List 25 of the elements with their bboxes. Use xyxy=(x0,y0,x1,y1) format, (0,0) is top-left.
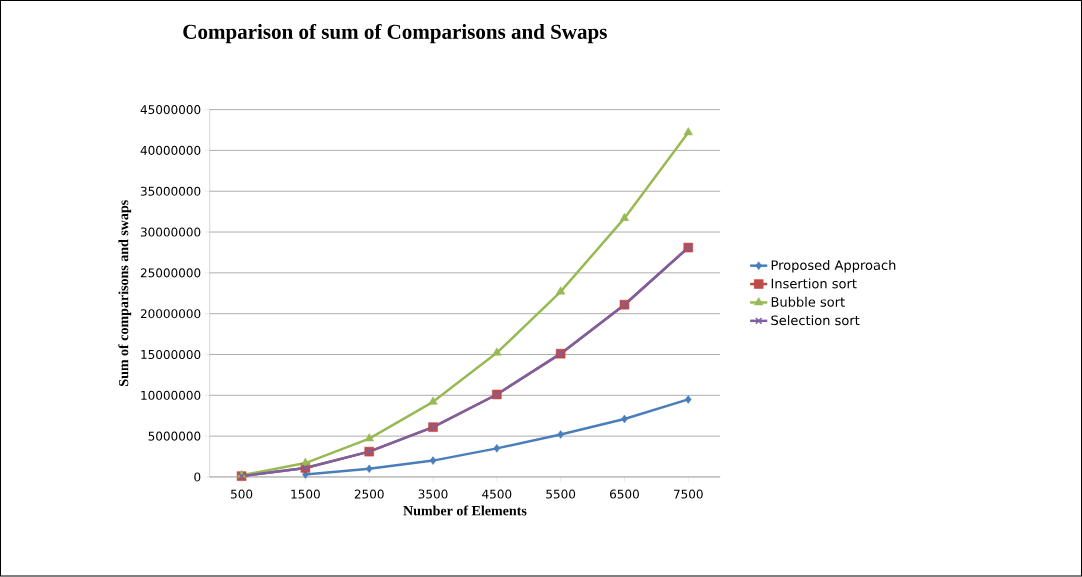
y-tick-label: 15000000 xyxy=(141,350,201,360)
y-tick-label: 0 xyxy=(194,472,201,482)
legend-label: Proposed Approach xyxy=(771,260,896,273)
x-tick-label: 500 xyxy=(231,489,253,499)
legend-label: Selection sort xyxy=(771,315,860,326)
y-tick-label: 40000000 xyxy=(140,146,201,156)
legend-label: Insertion sort xyxy=(771,278,857,289)
y-tick-label: 30000000 xyxy=(140,227,201,237)
x-tick-label: 5500 xyxy=(546,489,576,499)
x-tick-label: 4500 xyxy=(482,489,512,499)
y-tick-label: 35000000 xyxy=(140,186,201,197)
y-tick-label: 25000000 xyxy=(140,268,201,278)
x-tick-label: 7500 xyxy=(673,489,703,499)
y-axis-title: Sum of comparisons and swaps xyxy=(118,200,132,387)
x-tick-label: 2500 xyxy=(354,489,384,499)
legend-label: Bubble sort xyxy=(771,297,845,308)
x-tick-label: 1500 xyxy=(291,489,320,499)
x-tick-label: 3500 xyxy=(418,489,448,499)
chart-title: Comparison of sum of Comparisons and Swaps xyxy=(183,24,607,44)
y-tick-label: 10000000 xyxy=(141,391,201,401)
x-axis-title: Number of Elements xyxy=(403,505,527,516)
y-tick-label: 45000000 xyxy=(140,105,201,115)
x-tick-label: 6500 xyxy=(610,489,639,499)
y-tick-label: 5000000 xyxy=(148,431,201,441)
y-tick-label: 20000000 xyxy=(140,309,201,319)
